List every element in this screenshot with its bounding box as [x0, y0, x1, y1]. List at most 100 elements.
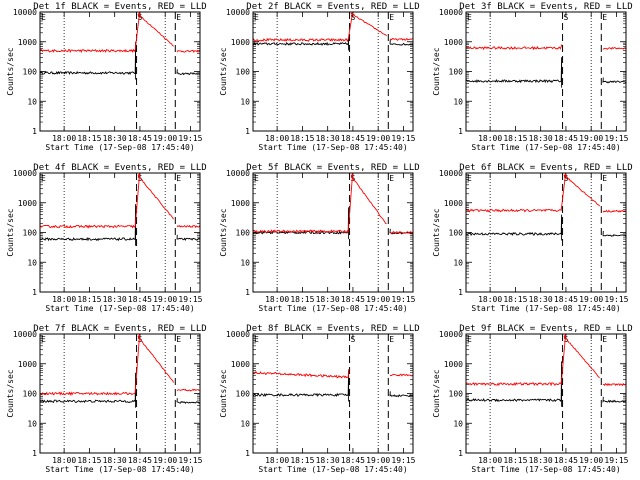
panel-det-5: Det 5f BLACK = Events, RED = LLD 1 10 100 10… — [219, 163, 420, 313]
y-tick-label: 10 — [453, 97, 463, 106]
series-lld-post — [602, 46, 627, 50]
y-axis-label: Counts/sec — [6, 208, 15, 256]
series-lld-pre — [465, 173, 600, 213]
end-marker-label: E — [176, 13, 181, 22]
x-axis-label: Start Time (17-Sep-08 17:45:40) — [45, 143, 194, 152]
x-tick-label: 18:30 — [103, 456, 127, 465]
panel-det-1: Det 1f BLACK = Events, RED = LLD 1 10 100 10… — [6, 2, 207, 152]
x-tick-label: 19:00 — [579, 456, 603, 465]
x-tick-label: 18:30 — [316, 456, 340, 465]
plot-frame — [252, 172, 414, 293]
y-tick-label: 1000 — [231, 199, 250, 208]
x-tick-label: 18:30 — [316, 134, 340, 143]
y-tick-label: 10 — [27, 97, 37, 106]
left-marker-label: E — [41, 174, 46, 183]
left-marker-label: E — [41, 13, 46, 22]
y-tick-label: 10000 — [13, 8, 37, 17]
start-marker-label: S — [564, 335, 569, 344]
x-tick-label: 19:15 — [604, 456, 628, 465]
x-axis-label: Start Time (17-Sep-08 17:45:40) — [45, 304, 194, 313]
x-tick-label: 18:45 — [128, 134, 152, 143]
series-lld-pre — [252, 173, 387, 234]
series-lld-pre — [465, 333, 600, 387]
series-events-pre — [39, 41, 137, 80]
plot-frame — [465, 11, 627, 132]
x-axis-label: Start Time (17-Sep-08 17:45:40) — [45, 465, 194, 474]
x-tick-label: 18:15 — [503, 456, 527, 465]
series-events-pre — [252, 370, 350, 402]
start-marker-label: S — [138, 13, 143, 22]
series-events-pre — [465, 361, 563, 407]
x-tick-label: 19:00 — [366, 456, 390, 465]
end-marker-label: E — [176, 174, 181, 183]
x-axis-label: Start Time (17-Sep-08 17:45:40) — [471, 465, 620, 474]
y-axis-label: Counts/sec — [432, 208, 441, 256]
end-marker-label: E — [389, 13, 394, 22]
y-tick-label: 1 — [245, 127, 250, 136]
y-tick-label: 100 — [236, 229, 251, 238]
series-lld-post — [602, 382, 627, 387]
x-tick-label: 18:45 — [554, 295, 578, 304]
y-tick-label: 1000 — [18, 360, 37, 369]
x-axis-label: Start Time (17-Sep-08 17:45:40) — [258, 143, 407, 152]
start-marker-label: S — [564, 174, 569, 183]
series-events-pre — [252, 38, 350, 51]
x-axis-label: Start Time (17-Sep-08 17:45:40) — [258, 304, 407, 313]
x-tick-label: 18:45 — [128, 295, 152, 304]
panel-title: Det 8f BLACK = Events, RED = LLD — [246, 324, 419, 334]
y-tick-label: 100 — [23, 229, 38, 238]
panel-title: Det 9f BLACK = Events, RED = LLD — [459, 324, 632, 334]
x-tick-label: 18:15 — [77, 295, 101, 304]
y-tick-label: 100 — [236, 390, 251, 399]
series-lld-post — [176, 388, 200, 392]
y-tick-label: 100 — [449, 229, 464, 238]
y-tick-label: 1000 — [18, 199, 37, 208]
y-tick-label: 10 — [453, 258, 463, 267]
plot-frame — [39, 11, 201, 132]
x-tick-label: 18:15 — [503, 295, 527, 304]
y-tick-label: 100 — [23, 390, 38, 399]
y-tick-label: 1000 — [444, 199, 463, 208]
series-lld-post — [389, 373, 413, 377]
x-tick-label: 18:30 — [529, 134, 553, 143]
x-tick-label: 19:15 — [604, 295, 628, 304]
x-tick-label: 18:15 — [290, 295, 314, 304]
x-tick-label: 18:30 — [529, 295, 553, 304]
x-tick-label: 19:15 — [178, 134, 202, 143]
left-marker-label: E — [467, 174, 472, 183]
series-lld-pre — [39, 11, 174, 54]
series-events-post — [602, 77, 626, 84]
start-marker-label: S — [564, 13, 569, 22]
plot-frame — [252, 333, 414, 454]
x-tick-label: 19:15 — [178, 456, 202, 465]
panel-title: Det 6f BLACK = Events, RED = LLD — [459, 163, 632, 173]
series-lld-pre — [39, 333, 175, 396]
y-tick-label: 10000 — [439, 330, 463, 339]
x-tick-label: 18:15 — [290, 456, 314, 465]
y-tick-label: 10000 — [439, 169, 463, 178]
plot-frame — [465, 172, 627, 293]
y-tick-label: 100 — [449, 390, 464, 399]
x-tick-label: 18:30 — [529, 456, 553, 465]
series-lld-pre — [252, 11, 387, 43]
left-marker-label: E — [467, 335, 472, 344]
y-tick-label: 1 — [458, 449, 463, 458]
y-axis-label: Counts/sec — [6, 47, 15, 95]
x-tick-label: 19:15 — [391, 295, 415, 304]
panel-det-9: Det 9f BLACK = Events, RED = LLD 1 10 100 10… — [432, 324, 633, 474]
left-marker-label: E — [254, 174, 259, 183]
series-events-post — [176, 398, 200, 404]
plot-frame — [465, 333, 627, 454]
x-tick-label: 18:30 — [316, 295, 340, 304]
y-tick-label: 1000 — [231, 38, 250, 47]
start-marker-label: S — [351, 13, 356, 22]
left-marker-label: E — [41, 335, 46, 344]
left-marker-label: E — [254, 335, 259, 344]
x-tick-label: 18:00 — [478, 456, 502, 465]
series-lld-post — [176, 224, 201, 229]
x-tick-label: 18:30 — [103, 295, 127, 304]
panel-det-6: Det 6f BLACK = Events, RED = LLD 1 10 100 10… — [432, 163, 633, 313]
series-events-post — [602, 396, 626, 404]
panel-title: Det 7f BLACK = Events, RED = LLD — [33, 324, 206, 334]
